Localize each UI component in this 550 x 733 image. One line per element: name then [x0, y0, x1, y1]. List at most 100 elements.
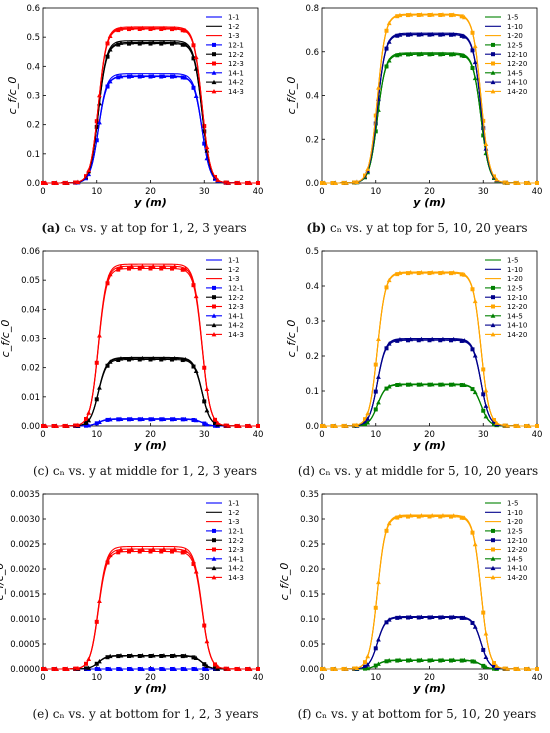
legend-marker	[212, 295, 216, 300]
legend-item: 12-5	[485, 528, 523, 536]
data-point	[140, 546, 145, 552]
data-point	[483, 631, 489, 636]
data-point	[107, 47, 113, 52]
legend-label: 12-20	[507, 546, 527, 554]
data-point	[127, 357, 131, 362]
series-14-2	[43, 40, 258, 185]
legend-marker	[491, 538, 495, 543]
data-point	[408, 381, 414, 387]
data-point	[170, 74, 174, 79]
legend-label: 1-10	[507, 266, 523, 274]
data-point	[137, 357, 142, 362]
data-point	[397, 12, 403, 18]
data-point	[226, 423, 231, 428]
y-tick-label: 0.04	[21, 305, 40, 315]
y-tick-label: 0.0035	[10, 490, 40, 500]
data-point	[97, 100, 102, 106]
y-tick-label: 0.03	[21, 335, 40, 345]
legend-marker	[490, 565, 496, 571]
data-point	[462, 515, 467, 520]
series-line	[322, 33, 537, 184]
data-point	[215, 664, 221, 669]
data-point	[161, 653, 167, 658]
data-point	[118, 26, 124, 31]
legend: 1-11-21-3 12-112-212-314-1 14-214-3	[206, 14, 244, 96]
data-point	[118, 666, 124, 671]
x-tick-label: 10	[91, 430, 102, 440]
legend-label: 12-2	[228, 294, 244, 302]
data-point	[193, 417, 199, 423]
data-point	[180, 358, 185, 363]
data-point	[204, 666, 210, 671]
legend-item: 12-2	[206, 51, 244, 59]
data-point	[429, 269, 435, 275]
data-point	[159, 357, 164, 362]
data-point	[97, 119, 102, 125]
legend-marker	[211, 89, 217, 94]
legend-label: 12-1	[228, 528, 244, 536]
x-tick-label: 30	[478, 673, 489, 683]
y-tick-label: 0.0025	[10, 540, 40, 550]
series-line	[43, 26, 258, 184]
legend-label: 12-1	[228, 285, 244, 293]
legend-item: 1-10	[485, 23, 523, 31]
y-tick-label: 0.0015	[10, 590, 40, 600]
data-point	[376, 400, 381, 405]
legend-item: 14-5	[485, 555, 523, 563]
data-point	[183, 666, 188, 671]
data-point	[172, 25, 178, 31]
legend-label: 1-1	[228, 257, 239, 265]
series-1-20	[322, 514, 537, 670]
legend-label: 12-3	[228, 303, 244, 311]
plot-frame	[42, 7, 259, 184]
data-point	[140, 73, 145, 78]
data-point	[395, 515, 400, 520]
series-14-10	[322, 336, 537, 428]
data-point	[97, 598, 102, 604]
series-12-10	[320, 615, 539, 671]
data-point	[75, 422, 81, 427]
caption-a: (a) cₙ vs. y at top for 1, 2, 3 years	[41, 221, 247, 235]
data-point	[215, 420, 221, 425]
data-point	[170, 27, 174, 32]
data-point	[483, 403, 489, 408]
data-point	[129, 355, 135, 361]
data-point	[365, 166, 371, 171]
legend-item: 12-10	[485, 51, 527, 59]
data-point	[116, 75, 121, 80]
legend-item: 1-1	[206, 257, 239, 265]
legend-item: 14-1	[206, 555, 244, 563]
y-tick-label: 0.00	[300, 665, 319, 675]
y-tick-label: 0.05	[300, 640, 319, 650]
data-point	[116, 28, 121, 33]
data-point	[43, 423, 49, 428]
series-line	[322, 14, 537, 184]
data-point	[395, 338, 400, 343]
x-tick-label: 20	[145, 187, 156, 197]
data-point	[247, 666, 253, 671]
data-point	[183, 653, 188, 658]
legend-label: 1-5	[507, 257, 518, 265]
series-line	[43, 75, 258, 184]
data-point	[170, 549, 174, 554]
legend-item: 12-3	[206, 546, 244, 554]
data-point	[462, 657, 467, 663]
legend-label: 12-3	[228, 546, 244, 554]
data-point	[75, 179, 81, 185]
legend-marker	[211, 575, 217, 580]
data-point	[148, 357, 153, 362]
data-point	[408, 12, 414, 17]
legend-item: 1-1	[206, 500, 239, 508]
data-point	[459, 272, 464, 277]
data-point	[429, 336, 435, 342]
data-point	[170, 357, 174, 362]
data-point	[127, 549, 131, 554]
data-point	[462, 272, 467, 277]
data-point	[64, 666, 70, 671]
series-line	[322, 53, 537, 184]
legend-marker	[212, 61, 216, 66]
y-tick-label: 0.0000	[10, 665, 40, 675]
data-point	[107, 33, 113, 38]
